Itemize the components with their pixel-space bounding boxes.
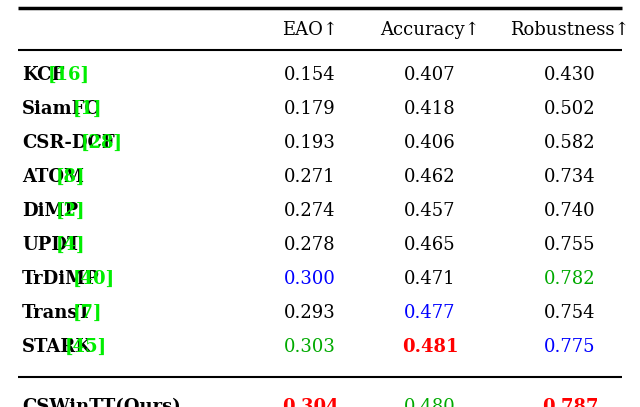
Text: 0.480: 0.480 <box>404 398 456 407</box>
Text: Robustness↑: Robustness↑ <box>510 21 630 39</box>
Text: Accuracy↑: Accuracy↑ <box>380 21 480 39</box>
Text: [40]: [40] <box>72 270 115 288</box>
Text: [7]: [7] <box>72 304 102 322</box>
Text: EAO↑: EAO↑ <box>282 21 338 39</box>
Text: 0.406: 0.406 <box>404 134 456 152</box>
Text: 0.754: 0.754 <box>544 304 596 322</box>
Text: 0.775: 0.775 <box>544 338 596 356</box>
Text: ATOM: ATOM <box>22 168 84 186</box>
Text: 0.457: 0.457 <box>404 202 456 220</box>
Text: CSWinTT(Ours): CSWinTT(Ours) <box>22 398 180 407</box>
Text: [16]: [16] <box>48 66 90 84</box>
Text: 0.278: 0.278 <box>284 236 336 254</box>
Text: 0.193: 0.193 <box>284 134 336 152</box>
Text: 0.293: 0.293 <box>284 304 336 322</box>
Text: 0.755: 0.755 <box>544 236 596 254</box>
Text: 0.471: 0.471 <box>404 270 456 288</box>
Text: CSR-DCF: CSR-DCF <box>22 134 115 152</box>
Text: 0.303: 0.303 <box>284 338 336 356</box>
Text: TransT: TransT <box>22 304 92 322</box>
Text: 0.740: 0.740 <box>544 202 596 220</box>
Text: 0.465: 0.465 <box>404 236 456 254</box>
Text: 0.787: 0.787 <box>541 398 598 407</box>
Text: 0.782: 0.782 <box>544 270 596 288</box>
Text: [45]: [45] <box>64 338 106 356</box>
Text: 0.271: 0.271 <box>284 168 336 186</box>
Text: [4]: [4] <box>56 236 86 254</box>
Text: DiMP: DiMP <box>22 202 78 220</box>
Text: 0.582: 0.582 <box>544 134 596 152</box>
Text: SiamFC: SiamFC <box>22 100 100 118</box>
Text: 0.179: 0.179 <box>284 100 336 118</box>
Text: KCF: KCF <box>22 66 65 84</box>
Text: TrDiMP: TrDiMP <box>22 270 100 288</box>
Text: 0.481: 0.481 <box>402 338 458 356</box>
Text: [28]: [28] <box>81 134 122 152</box>
Text: UPDT: UPDT <box>22 236 81 254</box>
Text: 0.502: 0.502 <box>544 100 596 118</box>
Text: [2]: [2] <box>56 202 86 220</box>
Text: 0.304: 0.304 <box>282 398 339 407</box>
Text: 0.274: 0.274 <box>284 202 336 220</box>
Text: STARK: STARK <box>22 338 92 356</box>
Text: 0.462: 0.462 <box>404 168 456 186</box>
Text: 0.734: 0.734 <box>544 168 596 186</box>
Text: 0.477: 0.477 <box>404 304 456 322</box>
Text: 0.430: 0.430 <box>544 66 596 84</box>
Text: 0.407: 0.407 <box>404 66 456 84</box>
Text: 0.300: 0.300 <box>284 270 336 288</box>
Text: [1]: [1] <box>72 100 102 118</box>
Text: 0.154: 0.154 <box>284 66 336 84</box>
Text: [8]: [8] <box>56 168 86 186</box>
Text: 0.418: 0.418 <box>404 100 456 118</box>
